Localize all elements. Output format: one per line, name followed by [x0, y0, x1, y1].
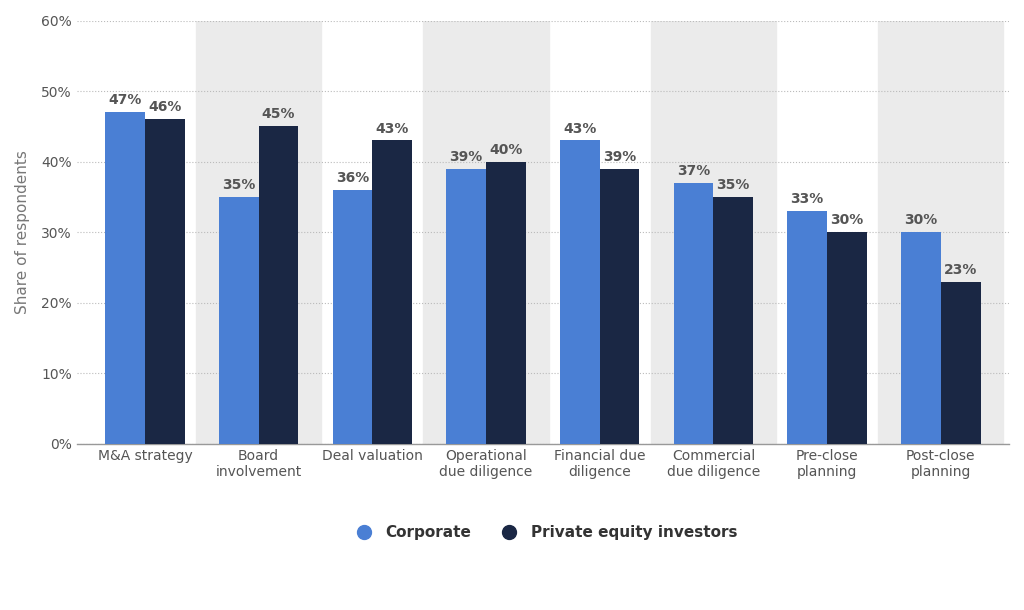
Text: 36%: 36% [336, 171, 369, 185]
Text: 46%: 46% [148, 101, 181, 114]
Bar [446, 169, 486, 444]
Text: 43%: 43% [376, 121, 409, 135]
Bar [714, 197, 754, 444]
Bar [879, 21, 1004, 444]
Bar [560, 140, 600, 444]
Bar [674, 183, 714, 444]
Text: 30%: 30% [904, 214, 938, 228]
Legend: Corporate, Private equity investors: Corporate, Private equity investors [342, 519, 743, 547]
Bar [373, 140, 412, 444]
Bar [600, 169, 640, 444]
Text: 43%: 43% [563, 121, 597, 135]
Text: 39%: 39% [450, 150, 482, 163]
Bar [105, 112, 145, 444]
Y-axis label: Share of respondents: Share of respondents [15, 150, 30, 314]
Bar [827, 232, 867, 444]
Text: 30%: 30% [830, 214, 863, 228]
Text: 40%: 40% [489, 143, 522, 157]
Text: 33%: 33% [791, 192, 824, 206]
Text: 45%: 45% [262, 107, 295, 121]
Bar [333, 190, 373, 444]
Bar [219, 197, 259, 444]
Text: 37%: 37% [677, 164, 710, 178]
Text: 23%: 23% [944, 263, 977, 277]
Bar [197, 21, 322, 444]
Bar [651, 21, 776, 444]
Bar [941, 282, 981, 444]
Bar [486, 162, 525, 444]
Bar [787, 211, 827, 444]
Bar [259, 126, 298, 444]
Bar [424, 21, 549, 444]
Text: 35%: 35% [717, 178, 750, 192]
Bar [901, 232, 941, 444]
Text: 39%: 39% [603, 150, 636, 163]
Bar [145, 120, 184, 444]
Text: 47%: 47% [109, 93, 141, 107]
Text: 35%: 35% [222, 178, 255, 192]
